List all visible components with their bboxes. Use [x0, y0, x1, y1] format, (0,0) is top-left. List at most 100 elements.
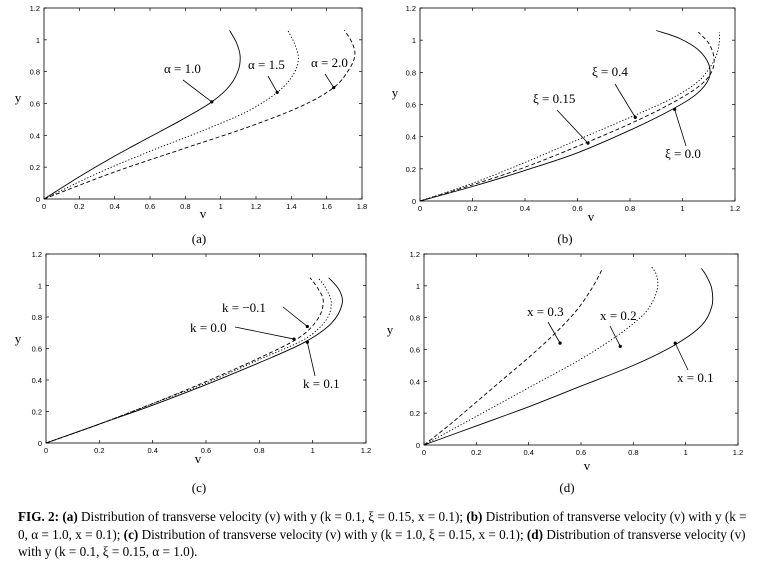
x-tick-label: 1 — [680, 204, 684, 213]
annotation-arrowhead — [305, 340, 309, 344]
x-tick-label: 0.8 — [625, 204, 635, 213]
panel-a: 0 0.2 0.4 0.6 0.8 1 1.2 1.4 1.6 1.8 0 0.2 0.4 0.6 0.8 1… — [15, 4, 367, 246]
annotation-leader — [324, 73, 335, 88]
x-tick-label: 1.8 — [357, 202, 367, 211]
series-line — [45, 277, 343, 444]
series-line — [43, 30, 299, 200]
y-tick-label: 0.4 — [406, 133, 416, 142]
series-annotation: x = 0.2 — [600, 308, 637, 323]
series-annotation: k = 0.1 — [303, 376, 340, 391]
x-tick-label: 0.4 — [109, 202, 119, 211]
caption-a-tag: (a) — [62, 509, 78, 524]
annotation-arrowhead — [210, 100, 214, 104]
y-tick-label: 1 — [416, 282, 420, 291]
annotation-arrowhead — [586, 141, 590, 145]
y-tick-label: 0.2 — [32, 408, 42, 417]
series-annotation: k = −0.1 — [222, 300, 266, 315]
x-tick-label: 0.4 — [523, 448, 533, 457]
panel-label: (d) — [559, 480, 574, 495]
annotation-leader — [282, 306, 308, 327]
series-line — [423, 266, 659, 446]
caption-a-text: Distribution of transverse velocity (v) … — [77, 509, 467, 524]
x-axis-label: v — [200, 206, 207, 221]
series-line — [419, 30, 711, 202]
y-tick-label: 1.2 — [410, 250, 420, 259]
panel-d: 0 0.2 0.4 0.6 0.8 1 1.2 0 0.2 0.4 0.6 0.8 1 1.2 v y (d) x… — [387, 250, 743, 495]
caption-fig-label: FIG. 2: — [18, 509, 60, 524]
caption-c-text: Distribution of transverse velocity (v) … — [138, 526, 527, 542]
y-tick-label: 1 — [412, 36, 416, 45]
x-tick-label: 0 — [418, 204, 422, 213]
x-tick-label: 0.4 — [520, 204, 530, 213]
y-tick-label: 0 — [416, 441, 420, 450]
series-annotation: k = 0.0 — [190, 320, 227, 335]
y-tick-label: 0.6 — [410, 346, 420, 355]
x-axis-label: v — [195, 451, 202, 466]
series-line — [423, 268, 714, 446]
x-tick-label: 0.2 — [471, 448, 481, 457]
x-tick-label: 0.8 — [180, 202, 190, 211]
y-axis-label: y — [15, 90, 22, 105]
x-tick-label: 1.4 — [286, 202, 296, 211]
panel-b: 0 0.2 0.4 0.6 0.8 1 1.2 0 0.2 0.4 0.6 0.8 1 1.2 v y (b) ξ… — [392, 4, 740, 246]
annotation-leader — [609, 325, 621, 347]
y-tick-label: 0.6 — [30, 100, 40, 109]
annotation-leader — [614, 83, 636, 118]
y-tick-label: 0.8 — [30, 68, 40, 77]
x-tick-label: 1.2 — [361, 446, 371, 455]
x-tick-label: 1 — [684, 448, 688, 457]
series-annotation: α = 1.0 — [164, 61, 201, 76]
x-tick-label: 1.2 — [730, 204, 740, 213]
x-tick-label: 0.2 — [467, 204, 477, 213]
caption-b-text: Distribution of transverse velocity (v) … — [18, 509, 747, 542]
y-tick-label: 0.4 — [32, 376, 42, 385]
series-annotation: α = 1.5 — [248, 57, 285, 72]
y-tick-label: 1.2 — [406, 4, 416, 13]
annotation-leader — [547, 321, 561, 344]
x-axis-label: v — [584, 458, 591, 473]
series-annotation: x = 0.1 — [677, 370, 714, 385]
x-tick-label: 0.6 — [145, 202, 155, 211]
plot-frame — [43, 7, 363, 200]
annotation-leader — [556, 109, 589, 144]
y-tick-label: 0.6 — [406, 101, 416, 110]
series-line — [419, 31, 715, 202]
annotation-leader — [306, 342, 316, 377]
annotation-arrowhead — [305, 324, 309, 329]
y-tick-label: 0.8 — [406, 68, 416, 77]
annotation-arrowhead — [673, 341, 677, 345]
x-tick-label: 0.2 — [94, 446, 104, 455]
plot-frame — [419, 7, 736, 202]
y-tick-label: 0.8 — [410, 314, 420, 323]
annotation-leader — [267, 75, 278, 93]
annotation-leader — [674, 342, 689, 371]
y-axis-label: y — [392, 85, 399, 100]
series-annotation: ξ = 0.0 — [665, 146, 701, 161]
annotation-arrowhead — [673, 107, 677, 111]
panel-label: (a) — [192, 231, 206, 246]
x-tick-label: 0.2 — [74, 202, 84, 211]
x-tick-label: 0.4 — [147, 446, 157, 455]
y-tick-label: 0.4 — [410, 377, 420, 386]
y-tick-label: 1.2 — [32, 250, 42, 259]
x-axis-label: v — [588, 209, 595, 224]
x-tick-label: 0.6 — [201, 446, 211, 455]
annotation-arrowhead — [292, 337, 296, 341]
annotation-arrowhead — [275, 90, 279, 94]
caption-d-text: Distribution of transverse velocity (v) … — [18, 526, 746, 560]
figure-caption: FIG. 2: (a) Distribution of transverse v… — [18, 508, 753, 561]
y-tick-label: 0.2 — [406, 165, 416, 174]
series-annotation: ξ = 0.4 — [592, 64, 628, 79]
x-tick-label: 0.8 — [254, 446, 264, 455]
annotation-arrowhead — [633, 115, 637, 119]
plot-frame — [423, 253, 739, 446]
y-tick-label: 0 — [38, 439, 42, 448]
annotation-arrowhead — [558, 341, 562, 345]
series-line — [423, 269, 603, 446]
annotation-leader — [234, 326, 295, 340]
x-tick-label: 0.6 — [572, 204, 582, 213]
x-tick-label: 0 — [42, 202, 46, 211]
series-annotation: α = 2.0 — [311, 55, 348, 70]
y-tick-label: 1.2 — [30, 4, 40, 13]
y-axis-label: y — [15, 331, 22, 346]
